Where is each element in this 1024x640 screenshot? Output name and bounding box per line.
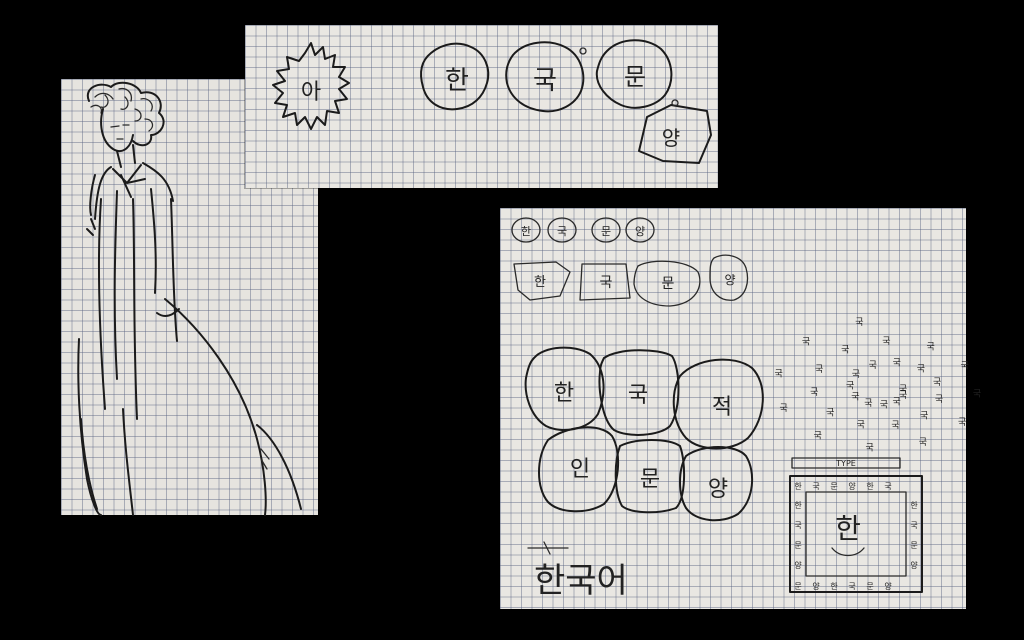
spiral-glyph: 국 [852, 369, 860, 380]
spiral-glyph: 국 [891, 420, 899, 431]
mid-glyph-3: 문 [662, 276, 675, 292]
sun-glyph: 아 [301, 80, 321, 105]
big-glyph-jeok: 적 [712, 395, 732, 420]
frame-cell-glyph: 한 [910, 501, 918, 510]
frame-cell-glyph: 문 [830, 482, 837, 491]
spiral-glyph: 국 [919, 437, 927, 448]
blob-glyph-han: 한 [445, 66, 469, 96]
spiral-glyph: 국 [826, 408, 834, 419]
pattern-layouts-drawing: 한 국 문 양 한 국 문 양 한 국 적 인 [511, 217, 981, 601]
small-glyph-1: 한 [521, 225, 531, 238]
frame-cell-glyph: 한 [794, 501, 802, 510]
frame-cell-glyph: 양 [884, 582, 892, 591]
spiral-glyph: 국 [927, 342, 935, 353]
big-glyph-han: 한 [554, 381, 574, 406]
blob-han-shape: 한 [420, 42, 490, 111]
spiral-glyph: 국 [810, 387, 818, 398]
frame-cell-glyph: 양 [794, 561, 802, 570]
frame-cell-glyph: 양 [812, 582, 820, 591]
handwritten-word: 한국어 [527, 541, 628, 601]
frame-cell-glyph: 한 [866, 482, 874, 491]
frame-cell-glyph: 한 [830, 582, 838, 591]
frame-cell-glyph: 양 [848, 482, 856, 491]
type-center-glyph: 한 [835, 512, 861, 545]
blob-mun-shape: 문 [595, 39, 673, 109]
type-label: TYPE [835, 459, 856, 468]
spiral-glyph: 국 [864, 398, 872, 409]
mid-glyph-4: 양 [724, 273, 735, 287]
spiral-glyph: 국 [899, 384, 907, 395]
frame-cell-glyph: 국 [910, 521, 917, 530]
blob-guk-shape: 국 [505, 41, 587, 113]
polygon-glyph-yang: 양 [662, 126, 680, 150]
spiral-glyph: 국 [869, 360, 877, 371]
spiral-glyph: 국 [917, 364, 925, 375]
spiral-glyph: 국 [973, 389, 981, 400]
hanbok-figure-drawing [77, 81, 302, 516]
frame-cell-glyph: 국 [884, 482, 891, 491]
frame-cell-glyph: 국 [794, 521, 801, 530]
spiral-glyph: 국 [814, 430, 822, 441]
spiral-glyph: 국 [815, 364, 823, 375]
frame-cell-glyph: 문 [794, 582, 801, 591]
sketch-paper-glyph-shapes: 아 한 국 문 양 [245, 25, 718, 188]
small-glyph-3: 문 [601, 225, 611, 238]
spiral-glyph: 국 [857, 420, 865, 431]
spiral-glyph: 국 [880, 400, 888, 411]
big-blob-grid: 한 국 적 인 문 양 [524, 346, 764, 522]
spiral-glyph: 국 [933, 377, 941, 388]
spiral-glyph: 국 [841, 345, 849, 356]
big-glyph-mun: 문 [640, 467, 660, 492]
spiral-glyph: 국 [774, 368, 782, 379]
mid-glyph-1: 한 [534, 275, 546, 290]
spiral-glyph: 국 [802, 336, 810, 347]
big-glyph-guk: 국 [628, 383, 648, 408]
spiral-glyph: 국 [779, 403, 787, 414]
mid-shape-row: 한 국 문 양 [513, 254, 749, 307]
spiral-glyph: 국 [920, 411, 928, 422]
frame-cell-glyph: 국 [848, 582, 855, 591]
spiral-glyph: 국 [882, 336, 890, 347]
frame-cell-glyph: 한 [794, 482, 802, 491]
frame-cell-glyph: 문 [910, 541, 917, 550]
glyph-shapes-drawing: 아 한 국 문 양 [272, 39, 712, 164]
bottom-word-text: 한국어 [534, 561, 628, 601]
spiral-glyph: 국 [846, 381, 854, 392]
spiral-glyph: 국 [851, 391, 859, 402]
frame-cell-glyph: 양 [910, 561, 918, 570]
big-glyph-in: 인 [570, 457, 590, 482]
spiky-sun-shape: 아 [272, 42, 350, 130]
small-glyph-2: 국 [557, 225, 567, 238]
big-glyph-yang: 양 [708, 477, 728, 502]
spiral-glyph: 국 [958, 417, 966, 428]
small-circle-row: 한 국 문 양 [511, 217, 655, 243]
spiral-glyph: 국 [935, 394, 943, 405]
small-glyph-4: 양 [635, 225, 645, 238]
mid-glyph-2: 국 [600, 275, 613, 291]
spiral-glyph: 국 [899, 390, 907, 401]
spiral-glyph: 국 [893, 358, 901, 369]
spiral-glyph: 국 [961, 361, 969, 372]
polygon-yang-shape: 양 [638, 99, 712, 164]
sketch-paper-pattern-layouts: 한 국 문 양 한 국 문 양 한 국 적 인 [500, 208, 981, 609]
blob-glyph-mun: 문 [624, 63, 646, 91]
frame-cell-glyph: 문 [794, 541, 801, 550]
spiral-glyph: 국 [855, 317, 863, 328]
spiral-glyph: 국 [892, 396, 900, 407]
spiral-glyph: 국 [865, 443, 873, 454]
frame-cell-glyph: 국 [812, 482, 819, 491]
blob-glyph-guk: 국 [533, 66, 557, 96]
frame-cell-glyph: 문 [866, 582, 873, 591]
